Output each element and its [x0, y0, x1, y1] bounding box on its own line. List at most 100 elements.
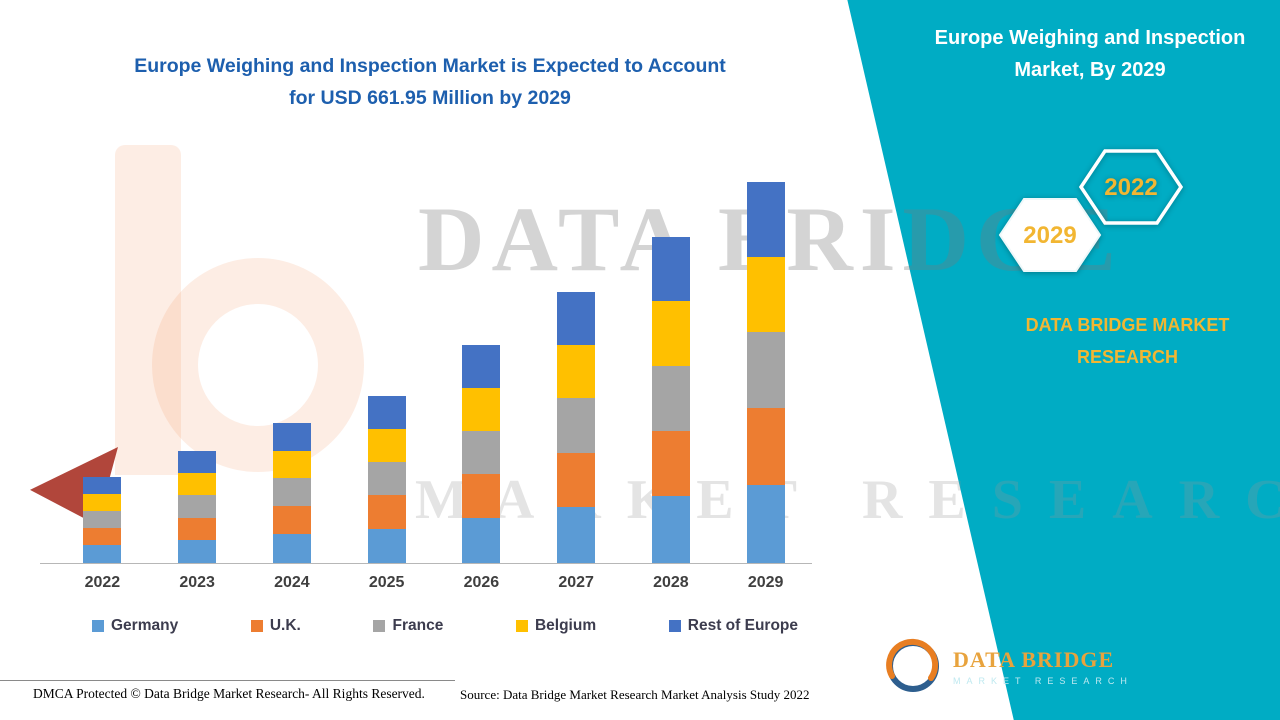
x-axis-label-2026: 2026 — [463, 574, 500, 591]
hexagon-2022-outline-icon — [1078, 149, 1184, 225]
bar-segment-germany — [462, 518, 501, 563]
legend-label: Rest of Europe — [687, 617, 798, 634]
bar-segment-restofeurope — [462, 344, 501, 388]
bar-segment-france — [272, 478, 311, 507]
bar-segment-uk — [557, 452, 596, 508]
bar-2024 — [245, 182, 340, 563]
bar-segment-uk — [83, 527, 122, 546]
bar-segment-restofeurope — [651, 237, 690, 302]
bar-segment-belgium — [272, 450, 311, 479]
page-title-line1: Europe Weighing and Inspection Market is… — [134, 55, 726, 77]
source-note: Source: Data Bridge Market Research Mark… — [460, 687, 810, 702]
bar-2023 — [150, 182, 245, 563]
bar-segment-france — [746, 332, 785, 409]
bar-segment-france — [367, 461, 406, 496]
bar-segment-restofeurope — [83, 477, 122, 494]
bar-stack-2022 — [83, 477, 122, 563]
bar-segment-belgium — [462, 387, 501, 431]
page-title-line2: for USD 661.95 Million by 2029 — [289, 87, 571, 110]
legend-label: U.K. — [269, 617, 301, 634]
legend-item-germany: Germany — [92, 617, 178, 635]
bar-segment-uk — [746, 408, 785, 485]
brand-text-line2: RESEARCH — [1076, 346, 1178, 367]
bar-segment-uk — [462, 474, 501, 519]
bar-stack-2027 — [557, 291, 596, 563]
bar-segment-germany — [178, 540, 217, 563]
hexagon-2022-year: 2022 — [1104, 174, 1157, 201]
bar-segment-belgium — [746, 256, 785, 333]
hexagon-2029-outline-icon — [998, 198, 1102, 272]
x-axis-label-2027: 2027 — [558, 574, 594, 591]
legend-swatch-icon — [668, 620, 681, 632]
right-panel-title-line1: Europe Weighing and Inspection — [934, 27, 1246, 49]
bar-stack-2029 — [746, 181, 785, 563]
legend-label: Belgium — [534, 617, 597, 634]
bar-2026 — [434, 182, 529, 563]
legend-item-restofeurope: Rest of Europe — [668, 617, 798, 635]
right-panel-title-line2: Market, By 2029 — [1014, 59, 1166, 81]
bar-segment-belgium — [178, 472, 217, 496]
bar-segment-uk — [178, 517, 217, 540]
legend-item-uk: U.K. — [250, 617, 301, 635]
bar-2022 — [55, 182, 150, 563]
bar-2029 — [718, 181, 813, 563]
bar-stack-2025 — [367, 396, 406, 563]
bar-2025 — [339, 182, 434, 563]
bar-segment-germany — [83, 545, 122, 563]
bar-segment-france — [462, 430, 501, 475]
bar-2027 — [529, 182, 624, 563]
bar-segment-germany — [557, 507, 596, 563]
bar-stack-2026 — [462, 344, 501, 563]
legend-swatch-icon — [92, 620, 104, 632]
hexagon-2029-year: 2029 — [1023, 222, 1076, 249]
legend-swatch-icon — [250, 620, 263, 632]
bar-stack-2028 — [651, 237, 690, 563]
logo-title: DATA BRIDGE — [953, 646, 1115, 672]
brand-text-line1: DATA BRIDGE MARKET — [1025, 315, 1230, 335]
bar-segment-belgium — [83, 493, 122, 511]
dmca-notice: DMCA Protected © Data Bridge Market Rese… — [33, 686, 425, 701]
chart-legend: Germany U.K. France Belgium Rest of Europe — [92, 617, 798, 635]
svg-text:b: b — [905, 652, 921, 683]
bar-segment-restofeurope — [178, 450, 217, 473]
footer-divider — [0, 680, 455, 681]
legend-swatch-icon — [373, 620, 386, 632]
hexagon-2029-badge: 2029 — [998, 198, 1102, 272]
legend-label: France — [392, 617, 444, 634]
right-panel-title: Europe Weighing and Inspection Market, B… — [905, 22, 1275, 86]
bar-segment-restofeurope — [557, 291, 596, 345]
x-axis-label-2022: 2022 — [84, 574, 121, 591]
bar-segment-france — [557, 398, 596, 453]
x-axis-label-2029: 2029 — [747, 574, 784, 591]
brand-text: DATA BRIDGE MARKET RESEARCH — [985, 310, 1270, 373]
logo-text: DATA BRIDGE MARKET RESEARCH — [953, 647, 1133, 686]
bar-segment-uk — [651, 430, 690, 497]
hexagon-2022-badge: 2022 — [1078, 149, 1184, 225]
page-title: Europe Weighing and Inspection Market is… — [70, 50, 790, 114]
bar-stack-2024 — [272, 423, 311, 563]
bar-segment-germany — [746, 484, 785, 563]
legend-label: Germany — [111, 617, 179, 634]
bar-segment-france — [178, 495, 217, 518]
bar-segment-france — [83, 510, 122, 528]
bar-segment-uk — [272, 506, 311, 535]
bar-segment-restofeurope — [746, 181, 785, 257]
bar-segment-france — [651, 365, 690, 431]
data-bridge-logo: b DATA BRIDGE MARKET RESEARCH — [885, 638, 1133, 694]
bar-segment-germany — [272, 534, 311, 563]
bar-segment-belgium — [557, 344, 596, 399]
bar-segment-restofeurope — [272, 423, 311, 451]
x-axis-label-2024: 2024 — [274, 574, 310, 591]
x-axis-label-2028: 2028 — [653, 574, 689, 591]
x-axis-labels: 2022 2023 2024 2025 2026 2027 2028 2029 — [55, 574, 813, 592]
bar-stack-2023 — [178, 450, 217, 563]
data-bridge-logo-icon: b — [886, 638, 939, 692]
bar-2028 — [624, 182, 719, 563]
bar-segment-restofeurope — [367, 396, 406, 429]
bar-segment-belgium — [367, 428, 406, 462]
stacked-bar-chart — [55, 181, 813, 563]
legend-swatch-icon — [515, 620, 528, 632]
x-axis-label-2025: 2025 — [368, 574, 405, 591]
bar-segment-germany — [367, 528, 406, 563]
legend-item-belgium: Belgium — [515, 617, 597, 635]
